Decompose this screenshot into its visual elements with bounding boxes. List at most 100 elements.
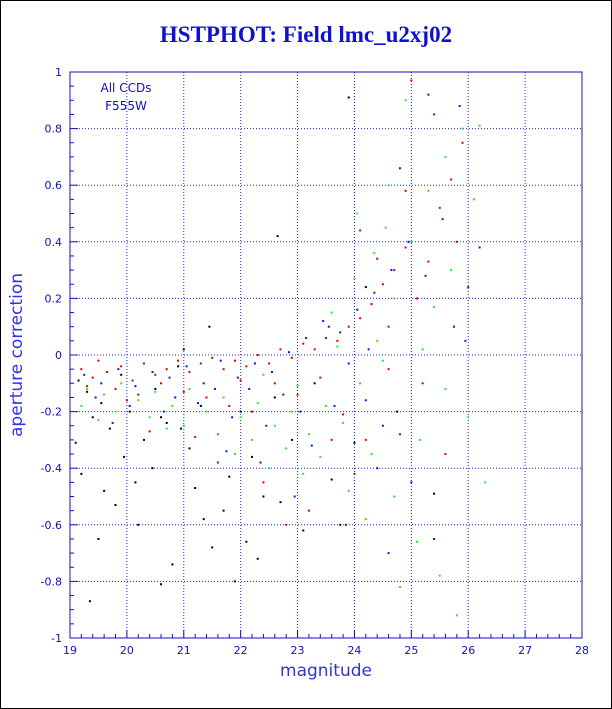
data-point: [421, 348, 424, 351]
data-point: [376, 467, 379, 470]
data-point: [137, 523, 140, 526]
data-point: [111, 421, 114, 424]
x-tick-label: 22: [234, 644, 248, 657]
data-point: [80, 472, 83, 475]
data-point: [484, 481, 487, 484]
point-series: [80, 99, 487, 617]
data-point: [322, 320, 325, 323]
data-point: [373, 252, 376, 255]
data-point: [390, 269, 393, 272]
y-tick-labels: 1 0.8 0.6 0.4 0.2 0 -0.2 -0.4 -0.6 -0.8 -1: [41, 66, 62, 645]
data-point: [125, 399, 128, 402]
data-point: [364, 518, 367, 521]
y-tick-label: 0.6: [45, 179, 63, 192]
data-point: [268, 362, 271, 365]
data-point: [441, 218, 444, 221]
data-point: [74, 441, 77, 444]
data-point: [197, 402, 199, 405]
data-point: [259, 461, 262, 464]
data-point: [128, 404, 131, 407]
data-point: [339, 331, 342, 334]
data-point: [433, 537, 436, 540]
data-point: [370, 303, 373, 306]
data-point: [256, 557, 259, 560]
data-point: [347, 325, 350, 328]
data-point: [160, 382, 163, 385]
data-point: [381, 283, 384, 286]
data-point: [464, 339, 467, 342]
data-point: [472, 198, 475, 201]
y-tick-label: 0.8: [45, 123, 63, 136]
data-point: [120, 382, 123, 385]
data-point: [105, 370, 108, 373]
data-point: [313, 348, 316, 351]
data-point: [376, 257, 379, 260]
data-point: [154, 387, 157, 390]
chart-title: HSTPHOT: Field lmc_u2xj02: [159, 22, 453, 47]
data-point: [347, 362, 350, 365]
data-point: [279, 348, 282, 351]
data-point: [91, 376, 94, 379]
data-point: [404, 99, 407, 102]
y-tick-label: -0.4: [41, 462, 62, 475]
data-point: [478, 124, 481, 127]
y-tick-label: 1: [55, 66, 62, 79]
data-point: [91, 416, 94, 419]
data-point: [416, 540, 419, 543]
data-point: [444, 453, 447, 456]
data-point: [134, 481, 137, 484]
data-point: [262, 481, 265, 484]
data-point: [120, 373, 123, 376]
data-point: [353, 277, 356, 280]
data-point: [233, 580, 236, 583]
data-point: [285, 447, 288, 450]
data-point: [174, 396, 177, 399]
data-point: [77, 379, 80, 382]
y-tick-label: -0.8: [41, 575, 62, 588]
data-point: [151, 467, 154, 470]
data-point: [359, 382, 362, 385]
data-point: [188, 370, 191, 373]
data-point: [296, 385, 299, 388]
data-point: [239, 379, 242, 382]
data-point: [165, 427, 168, 430]
data-point: [450, 269, 453, 272]
data-point: [305, 337, 308, 340]
data-point: [302, 472, 305, 475]
data-point: [222, 368, 225, 371]
data-point: [404, 246, 407, 249]
data-point: [393, 495, 396, 498]
data-point: [251, 438, 254, 441]
data-point: [134, 385, 137, 388]
data-point: [83, 373, 86, 376]
data-point: [393, 297, 396, 300]
data-point: [404, 189, 407, 192]
data-point: [233, 453, 236, 456]
axis-ticks: [69, 71, 583, 639]
data-point: [319, 376, 322, 379]
data-point: [279, 501, 282, 504]
data-point: [165, 368, 168, 371]
x-tick-labels: 19 20 21 22 23 24 25 26 27 28: [63, 644, 589, 657]
data-point: [367, 348, 370, 351]
data-point: [248, 387, 251, 390]
data-point: [396, 410, 399, 413]
data-point: [114, 503, 117, 506]
data-point: [208, 325, 211, 328]
data-point: [199, 404, 202, 407]
data-point: [427, 189, 430, 192]
data-point: [359, 317, 362, 320]
data-point: [80, 368, 83, 371]
data-point: [148, 416, 151, 419]
data-point: [418, 438, 421, 441]
data-point: [307, 509, 310, 512]
data-point: [160, 583, 163, 586]
x-tick-label: 21: [177, 644, 191, 657]
data-point: [342, 413, 345, 416]
data-point: [222, 509, 225, 512]
data-point: [88, 600, 91, 603]
data-point: [86, 385, 89, 388]
data-point: [103, 489, 106, 492]
data-point: [171, 563, 174, 566]
data-point: [211, 356, 214, 359]
